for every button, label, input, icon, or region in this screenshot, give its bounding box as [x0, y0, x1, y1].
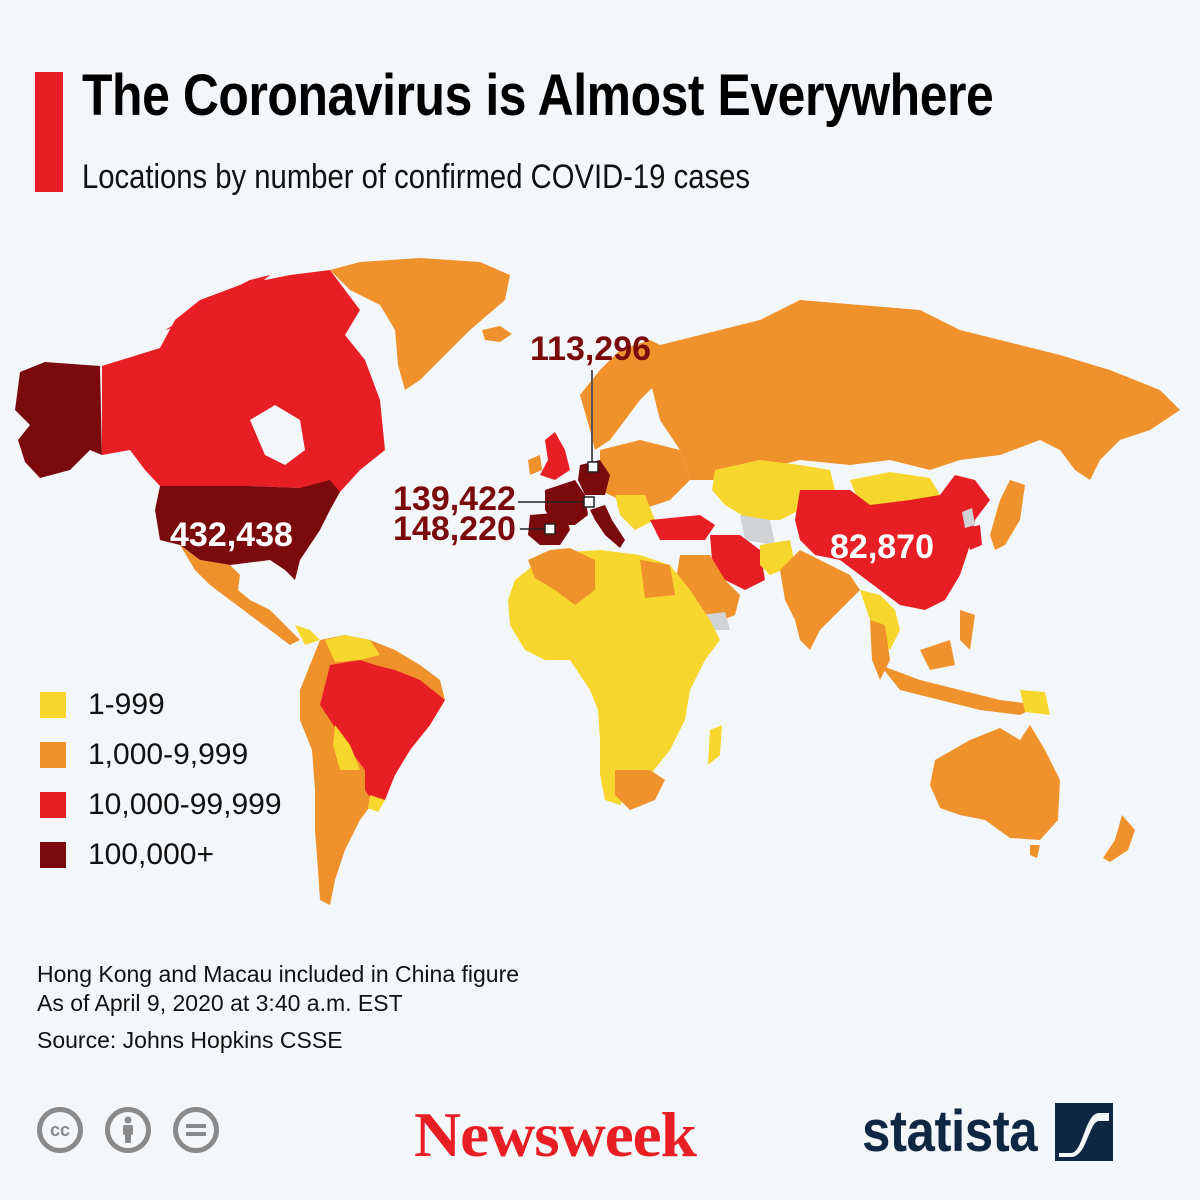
region-eastern-europe	[600, 440, 690, 510]
region-usa	[155, 480, 340, 580]
region-italy	[590, 505, 625, 548]
note-date: As of April 9, 2020 at 3:40 a.m. EST	[37, 990, 403, 1016]
region-canada	[102, 270, 385, 492]
legend-swatch-red	[40, 792, 66, 818]
legend-item: 1-999	[40, 680, 282, 730]
region-spain	[528, 512, 570, 545]
legend-label: 1-999	[88, 688, 165, 721]
legend-item: 100,000+	[40, 830, 282, 880]
region-greenland	[330, 258, 510, 390]
callout-usa: 432,438	[170, 516, 293, 554]
region-new-zealand	[1103, 815, 1135, 862]
region-japan	[990, 480, 1025, 550]
region-algeria	[528, 548, 595, 605]
region-balkans	[615, 495, 655, 530]
region-china	[795, 475, 990, 610]
legend-label: 10,000-99,999	[88, 788, 282, 821]
region-alaska	[15, 362, 102, 478]
newsweek-logo: Newsweek	[414, 1099, 697, 1170]
region-australia	[930, 725, 1060, 840]
page-subtitle: Locations by number of confirmed COVID-1…	[82, 158, 750, 196]
note-hong-kong: Hong Kong and Macau included in China fi…	[37, 961, 520, 987]
callout-germany: 113,296	[530, 330, 652, 368]
region-iran	[710, 535, 765, 590]
region-south-africa	[615, 770, 665, 810]
region-southeast-asia	[860, 590, 900, 650]
region-turkey	[650, 515, 715, 540]
region-ireland	[528, 455, 542, 475]
region-indonesia	[880, 665, 1040, 715]
callout-china: 82,870	[830, 528, 934, 566]
region-venezuela	[325, 635, 380, 662]
statista-mark-icon	[1055, 1102, 1114, 1161]
region-bolivia	[333, 725, 360, 770]
legend: 1-999 1,000-9,999 10,000-99,999 100,000+	[40, 680, 282, 880]
region-mexico	[180, 545, 300, 645]
title-accent-bar	[35, 72, 63, 192]
region-germany	[578, 460, 610, 495]
license-icons: cc	[37, 1107, 219, 1153]
legend-label: 1,000-9,999	[88, 738, 249, 771]
attribution-icon[interactable]	[105, 1107, 151, 1153]
legend-swatch-dark-red	[40, 842, 66, 868]
region-korea	[965, 525, 982, 550]
legend-swatch-orange	[40, 742, 66, 768]
region-madagascar	[708, 725, 722, 765]
world-map	[15, 258, 1180, 905]
region-uk	[540, 432, 570, 480]
page-title: The Coronavirus is Almost Everywhere	[82, 63, 994, 128]
statista-wordmark: statista	[862, 1099, 1038, 1164]
cc-icon[interactable]: cc	[37, 1107, 83, 1153]
region-philippines	[960, 610, 975, 650]
legend-item: 10,000-99,999	[40, 780, 282, 830]
no-derivatives-icon[interactable]	[173, 1107, 219, 1153]
region-uruguay	[368, 795, 385, 812]
callout-spain: 148,220	[393, 510, 516, 548]
region-png	[1020, 690, 1050, 715]
region-india	[780, 550, 860, 650]
notes: Hong Kong and Macau included in China fi…	[37, 960, 519, 1055]
region-brazil	[320, 660, 445, 805]
legend-swatch-yellow	[40, 692, 66, 718]
region-mongolia	[850, 472, 940, 505]
callout-italy: 139,422	[393, 480, 516, 518]
legend-item: 1,000-9,999	[40, 730, 282, 780]
source-note: Source: Johns Hopkins CSSE	[37, 1027, 343, 1053]
region-egypt	[640, 560, 675, 598]
legend-label: 100,000+	[88, 838, 214, 871]
statista-logo: statista	[862, 1098, 1114, 1165]
region-africa	[508, 550, 720, 805]
region-russia	[640, 300, 1180, 480]
